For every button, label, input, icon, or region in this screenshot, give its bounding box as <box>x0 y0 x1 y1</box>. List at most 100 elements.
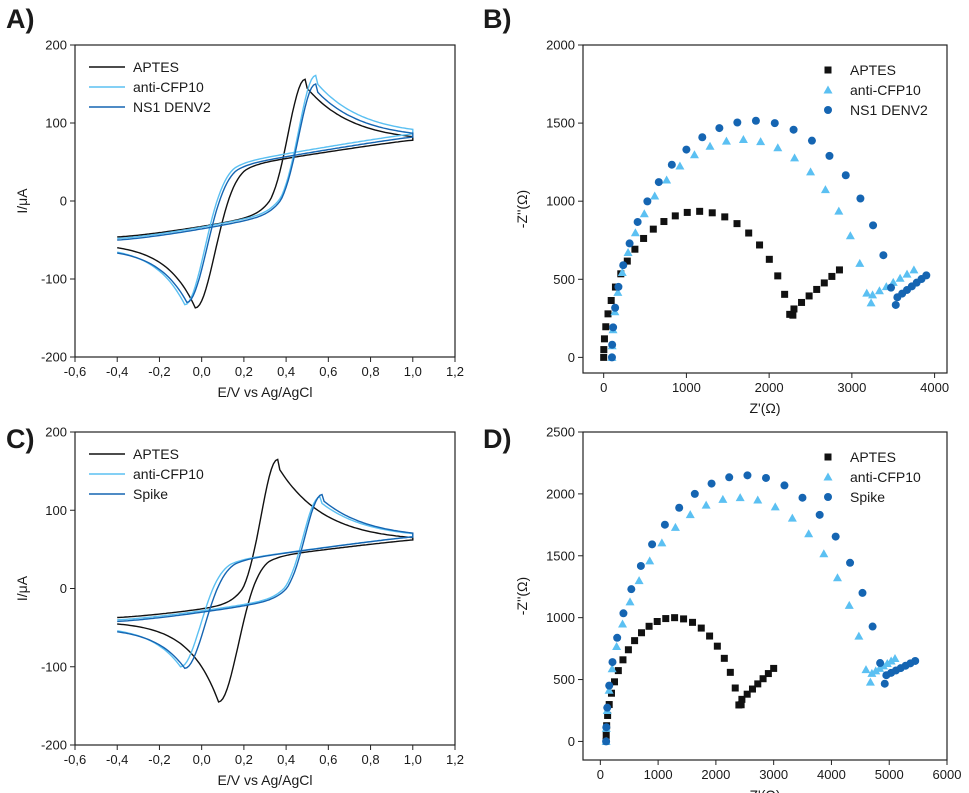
data-point-square <box>805 292 813 300</box>
legend-marker-circle <box>824 106 832 114</box>
y-tick-label: 2000 <box>546 38 575 53</box>
legend-marker-square <box>824 453 832 461</box>
data-point-circle <box>880 679 889 688</box>
data-point-triangle <box>650 191 660 200</box>
data-point-circle <box>725 473 734 482</box>
panel-d: D) 0 1000 2000 3000 4000 5000 6000 0 500 1000 1500 2… <box>483 424 961 793</box>
data-point-square <box>640 234 648 242</box>
data-point-triangle <box>909 265 919 274</box>
panel-b: B) 0 1000 2000 3000 4000 0 500 1000 1500 2000 Z'(Ω)… <box>483 4 949 416</box>
data-point-circle <box>613 633 622 642</box>
data-point-circle <box>825 151 834 160</box>
y-tick-label: 1500 <box>546 116 575 131</box>
data-point-circle <box>856 194 865 203</box>
data-point-triangle <box>820 185 830 194</box>
data-point-circle <box>602 737 611 746</box>
data-point-square <box>764 670 772 678</box>
data-point-square <box>790 305 798 313</box>
data-point-square <box>602 323 610 331</box>
data-point-triangle <box>738 135 748 144</box>
data-point-square <box>721 213 729 221</box>
data-point-circle <box>660 520 669 529</box>
y-tick-label: 0 <box>568 734 575 749</box>
legend-label: anti-CFP10 <box>850 469 921 485</box>
data-point-circle <box>891 300 900 309</box>
series-line-anti-cfp10 <box>117 74 414 306</box>
data-point-square <box>706 632 714 640</box>
data-point-triangle <box>787 513 797 522</box>
data-point-square <box>631 637 639 645</box>
x-tick-label: 6000 <box>933 767 962 782</box>
data-point-square <box>604 711 612 719</box>
data-point-square <box>607 297 615 305</box>
x-tick-label: 1,0 <box>404 364 422 379</box>
x-tick-label: -0,2 <box>148 364 170 379</box>
legend-marker-triangle <box>823 85 833 94</box>
data-point-circle <box>761 473 770 482</box>
data-point-triangle <box>675 161 685 170</box>
data-point-square <box>680 615 688 623</box>
data-point-circle <box>602 723 611 732</box>
x-tick-label: 0,2 <box>235 752 253 767</box>
data-point-circle <box>609 323 618 332</box>
legend-marker-triangle <box>823 472 833 481</box>
y-axis-title: I/μA <box>14 188 30 214</box>
data-point-circle <box>798 493 807 502</box>
data-point-square <box>781 290 789 298</box>
data-point-triangle <box>790 153 800 162</box>
data-point-square <box>600 346 608 354</box>
x-tick-label: 0,2 <box>235 364 253 379</box>
x-tick-label: 2000 <box>755 380 784 395</box>
x-tick-label: 3000 <box>759 767 788 782</box>
x-tick-label: 1,2 <box>446 752 464 767</box>
data-point-circle <box>605 681 614 690</box>
data-point-circle <box>619 261 628 270</box>
data-point-square <box>623 257 631 265</box>
data-point-square <box>765 255 773 263</box>
data-point-triangle <box>607 664 617 673</box>
y-tick-label: 200 <box>45 425 67 440</box>
y-axis-title: I/μA <box>14 575 30 601</box>
data-point-circle <box>841 171 850 180</box>
data-point-square <box>748 685 756 693</box>
y-tick-label: -200 <box>41 350 67 365</box>
x-tick-label: 4000 <box>817 767 846 782</box>
data-point-square <box>662 615 670 623</box>
data-point-circle <box>633 217 642 226</box>
data-point-circle <box>751 116 760 125</box>
x-axis-title: E/V vs Ag/AgCl <box>218 772 313 788</box>
data-point-triangle <box>645 556 655 565</box>
data-point-triangle <box>874 286 884 295</box>
legend-label: anti-CFP10 <box>133 466 204 482</box>
data-point-triangle <box>806 167 816 176</box>
data-point-square <box>820 279 828 287</box>
y-tick-label: 1000 <box>546 194 575 209</box>
y-tick-label: 0 <box>60 194 67 209</box>
data-point-square <box>759 675 767 683</box>
x-tick-label: 0,6 <box>319 752 337 767</box>
data-point-square <box>733 220 741 228</box>
x-tick-label: 0,4 <box>277 364 295 379</box>
x-tick-label: 1000 <box>672 380 701 395</box>
x-tick-label: -0,4 <box>106 752 128 767</box>
x-tick-label: 1,2 <box>446 364 464 379</box>
y-axis-title: -Z''(Ω) <box>514 577 530 615</box>
legend-label: anti-CFP10 <box>133 79 204 95</box>
x-tick-label: 0,6 <box>319 364 337 379</box>
data-point-triangle <box>845 231 855 240</box>
data-point-circle <box>608 658 617 667</box>
plot-frame <box>74 44 456 358</box>
data-point-triangle <box>867 668 877 677</box>
data-point-circle <box>611 303 620 312</box>
data-point-triangle <box>618 619 628 628</box>
data-point-circle <box>654 178 663 187</box>
data-point-square <box>720 654 728 662</box>
data-point-circle <box>789 125 798 134</box>
y-tick-label: 1000 <box>546 610 575 625</box>
data-point-triangle <box>844 600 854 609</box>
y-tick-label: 2500 <box>546 425 575 440</box>
x-axis-title: Z'(Ω) <box>749 400 780 416</box>
data-point-square <box>770 664 778 672</box>
data-point-triangle <box>657 538 667 547</box>
